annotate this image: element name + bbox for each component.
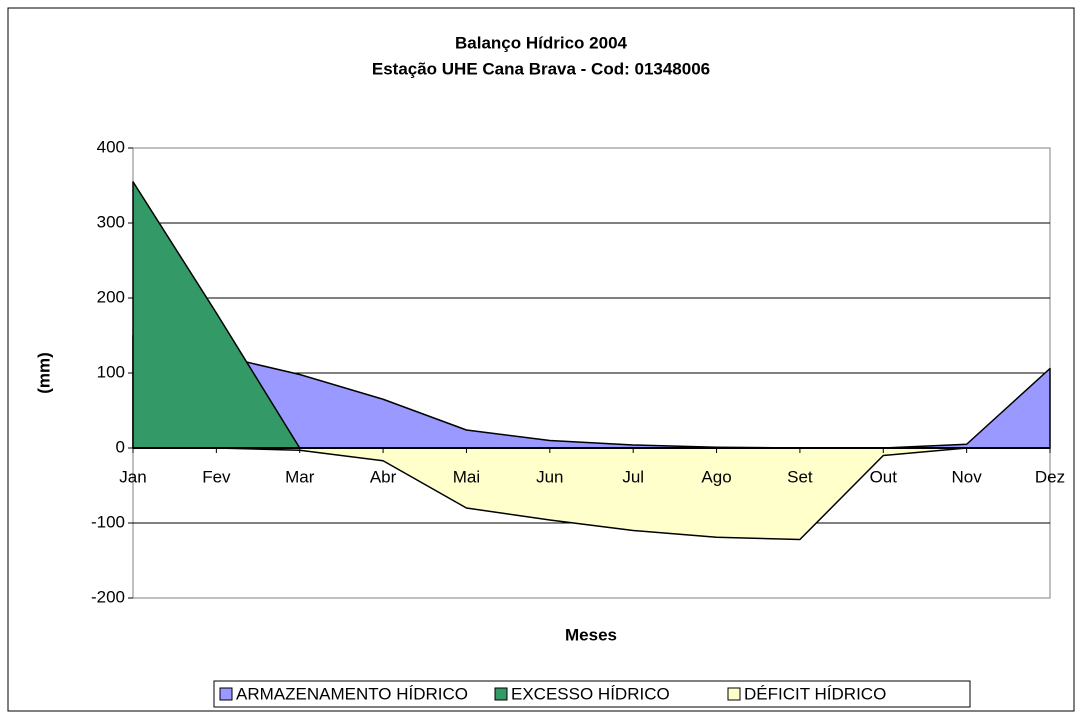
x-tick-label: Fev [202,467,231,486]
y-tick-label: -200 [91,587,125,606]
x-tick-label: Jun [536,467,563,486]
y-tick-label: 300 [97,212,125,231]
legend-label: ARMAZENAMENTO HÍDRICO [236,684,468,703]
x-tick-label: Jan [119,467,146,486]
y-tick-label: 0 [116,437,125,456]
x-tick-label: Mai [453,467,480,486]
x-tick-label: Ago [701,467,731,486]
chart-subtitle: Estação UHE Cana Brava - Cod: 01348006 [372,59,710,78]
y-tick-label: 200 [97,287,125,306]
x-tick-label: Mar [285,467,315,486]
y-tick-label: 100 [97,362,125,381]
x-axis-label: Meses [565,625,617,644]
legend-swatch [727,687,741,701]
x-tick-label: Abr [370,467,397,486]
y-tick-label: 400 [97,137,125,156]
x-tick-label: Nov [952,467,983,486]
y-axis-label: (mm) [34,352,53,394]
x-tick-label: Set [787,467,813,486]
x-tick-label: Dez [1035,467,1065,486]
legend [213,680,971,708]
x-tick-label: Out [870,467,898,486]
legend-swatch [494,687,508,701]
legend-label: DÉFICIT HÍDRICO [744,684,886,703]
x-tick-label: Jul [622,467,644,486]
y-tick-label: -100 [91,512,125,531]
legend-label: EXCESSO HÍDRICO [511,684,670,703]
chart-title: Balanço Hídrico 2004 [455,33,628,52]
legend-swatch [219,687,233,701]
